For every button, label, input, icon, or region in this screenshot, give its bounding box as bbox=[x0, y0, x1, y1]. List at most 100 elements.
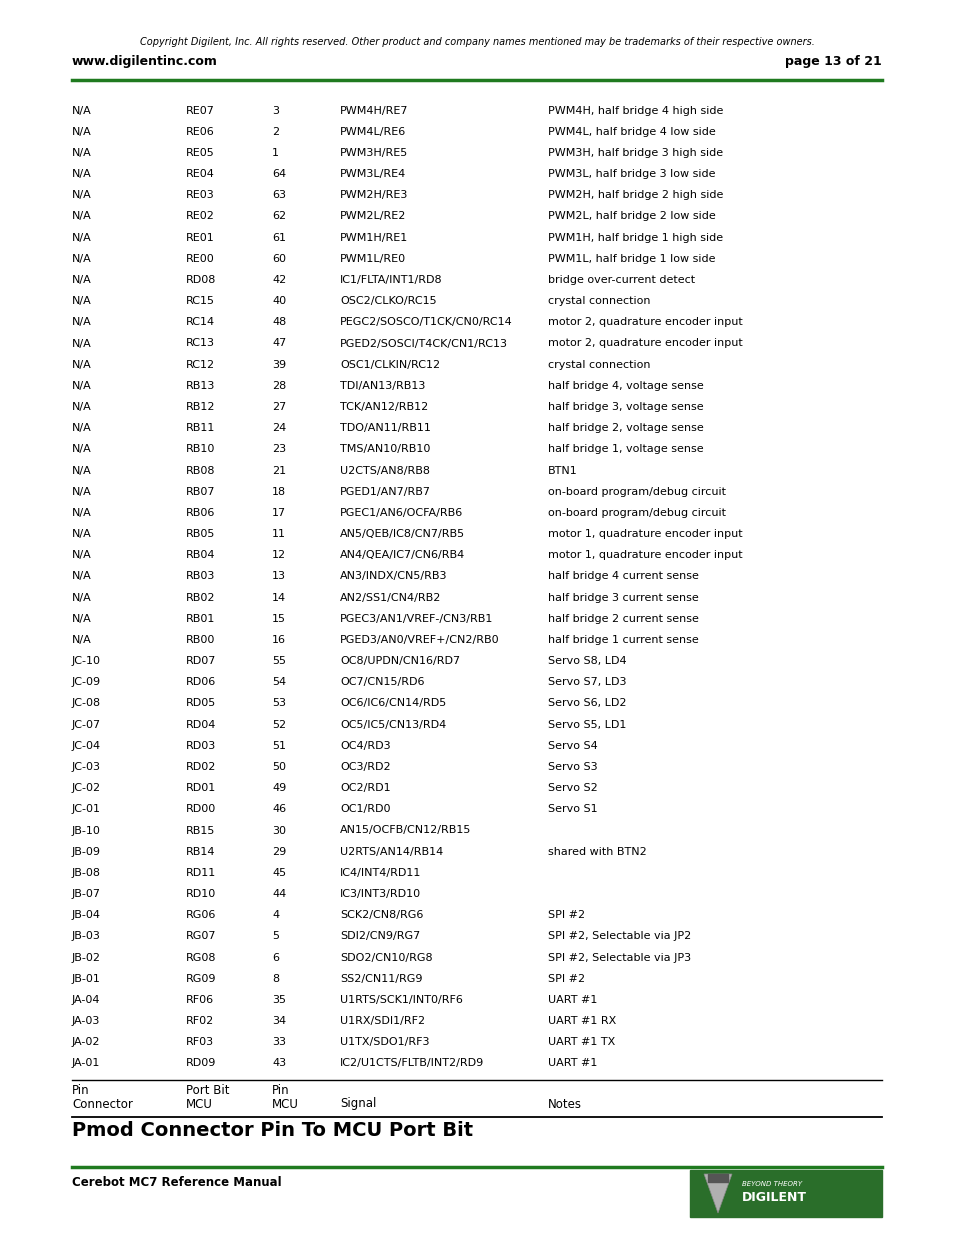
Text: JA-03: JA-03 bbox=[71, 1016, 100, 1026]
Text: JA-04: JA-04 bbox=[71, 995, 100, 1005]
Text: 29: 29 bbox=[272, 847, 286, 857]
Text: RC12: RC12 bbox=[186, 359, 214, 369]
Text: SPI #2: SPI #2 bbox=[547, 973, 584, 984]
Text: RB05: RB05 bbox=[186, 529, 215, 538]
Text: RC14: RC14 bbox=[186, 317, 214, 327]
Text: RD06: RD06 bbox=[186, 677, 216, 688]
Text: 4: 4 bbox=[272, 910, 279, 920]
Text: PWM3H/RE5: PWM3H/RE5 bbox=[339, 148, 408, 158]
Text: 40: 40 bbox=[272, 296, 286, 306]
Text: OC2/RD1: OC2/RD1 bbox=[339, 783, 390, 793]
Text: JB-01: JB-01 bbox=[71, 973, 101, 984]
Text: Pmod Connector Pin To MCU Port Bit: Pmod Connector Pin To MCU Port Bit bbox=[71, 1120, 473, 1140]
Text: RG06: RG06 bbox=[186, 910, 216, 920]
Text: 6: 6 bbox=[272, 952, 278, 962]
Text: PWM1H, half bridge 1 high side: PWM1H, half bridge 1 high side bbox=[547, 232, 722, 242]
Text: crystal connection: crystal connection bbox=[547, 359, 650, 369]
Text: JC-08: JC-08 bbox=[71, 699, 101, 709]
Text: MCU: MCU bbox=[272, 1098, 298, 1110]
Text: motor 2, quadrature encoder input: motor 2, quadrature encoder input bbox=[547, 338, 742, 348]
Text: TDI/AN13/RB13: TDI/AN13/RB13 bbox=[339, 380, 425, 390]
Text: N/A: N/A bbox=[71, 275, 91, 285]
Text: N/A: N/A bbox=[71, 551, 91, 561]
Text: RF06: RF06 bbox=[186, 995, 213, 1005]
Text: Servo S1: Servo S1 bbox=[547, 804, 597, 814]
Text: U1TX/SDO1/RF3: U1TX/SDO1/RF3 bbox=[339, 1037, 429, 1047]
Text: 12: 12 bbox=[272, 551, 286, 561]
Text: RB04: RB04 bbox=[186, 551, 215, 561]
Text: AN3/INDX/CN5/RB3: AN3/INDX/CN5/RB3 bbox=[339, 572, 447, 582]
Text: Servo S4: Servo S4 bbox=[547, 741, 598, 751]
Text: MCU: MCU bbox=[186, 1098, 213, 1110]
Text: RD05: RD05 bbox=[186, 699, 216, 709]
Text: 16: 16 bbox=[272, 635, 286, 645]
Text: AN2/SS1/CN4/RB2: AN2/SS1/CN4/RB2 bbox=[339, 593, 441, 603]
Text: N/A: N/A bbox=[71, 296, 91, 306]
Text: PWM4H/RE7: PWM4H/RE7 bbox=[339, 105, 408, 116]
Text: N/A: N/A bbox=[71, 445, 91, 454]
Text: N/A: N/A bbox=[71, 508, 91, 517]
Text: 49: 49 bbox=[272, 783, 286, 793]
Text: N/A: N/A bbox=[71, 127, 91, 137]
Text: PWM3L/RE4: PWM3L/RE4 bbox=[339, 169, 406, 179]
Text: 45: 45 bbox=[272, 868, 286, 878]
Text: half bridge 3, voltage sense: half bridge 3, voltage sense bbox=[547, 403, 703, 412]
Text: 50: 50 bbox=[272, 762, 286, 772]
Polygon shape bbox=[703, 1174, 731, 1213]
Text: RD11: RD11 bbox=[186, 868, 216, 878]
Text: 43: 43 bbox=[272, 1058, 286, 1068]
Text: RE00: RE00 bbox=[186, 254, 214, 264]
Text: half bridge 1 current sense: half bridge 1 current sense bbox=[547, 635, 698, 645]
Text: Copyright Digilent, Inc. All rights reserved. Other product and company names me: Copyright Digilent, Inc. All rights rese… bbox=[139, 37, 814, 47]
Text: RC13: RC13 bbox=[186, 338, 214, 348]
Text: BTN1: BTN1 bbox=[547, 466, 578, 475]
Text: N/A: N/A bbox=[71, 380, 91, 390]
Text: RE03: RE03 bbox=[186, 190, 214, 200]
Text: N/A: N/A bbox=[71, 254, 91, 264]
Text: 8: 8 bbox=[272, 973, 279, 984]
Text: RF02: RF02 bbox=[186, 1016, 214, 1026]
Text: JC-01: JC-01 bbox=[71, 804, 101, 814]
Text: N/A: N/A bbox=[71, 232, 91, 242]
Text: RB12: RB12 bbox=[186, 403, 215, 412]
Text: JC-04: JC-04 bbox=[71, 741, 101, 751]
Text: JC-09: JC-09 bbox=[71, 677, 101, 688]
Text: RB07: RB07 bbox=[186, 487, 215, 496]
Text: JA-02: JA-02 bbox=[71, 1037, 100, 1047]
Text: 30: 30 bbox=[272, 825, 286, 836]
Text: Servo S8, LD4: Servo S8, LD4 bbox=[547, 656, 626, 666]
Text: UART #1: UART #1 bbox=[547, 1058, 597, 1068]
Text: PWM1L/RE0: PWM1L/RE0 bbox=[339, 254, 406, 264]
Text: half bridge 1, voltage sense: half bridge 1, voltage sense bbox=[547, 445, 703, 454]
Text: PGED3/AN0/VREF+/CN2/RB0: PGED3/AN0/VREF+/CN2/RB0 bbox=[339, 635, 499, 645]
Text: 61: 61 bbox=[272, 232, 286, 242]
Text: UART #1: UART #1 bbox=[547, 995, 597, 1005]
Text: Servo S6, LD2: Servo S6, LD2 bbox=[547, 699, 626, 709]
Text: PWM2L/RE2: PWM2L/RE2 bbox=[339, 211, 406, 221]
Text: JB-10: JB-10 bbox=[71, 825, 101, 836]
Text: JB-03: JB-03 bbox=[71, 931, 101, 941]
Bar bbox=[707, 1174, 727, 1182]
Text: PGED2/SOSCI/T4CK/CN1/RC13: PGED2/SOSCI/T4CK/CN1/RC13 bbox=[339, 338, 507, 348]
Text: RE01: RE01 bbox=[186, 232, 214, 242]
Text: N/A: N/A bbox=[71, 466, 91, 475]
Text: RD10: RD10 bbox=[186, 889, 216, 899]
Text: PGEC1/AN6/OCFA/RB6: PGEC1/AN6/OCFA/RB6 bbox=[339, 508, 463, 517]
Text: JA-01: JA-01 bbox=[71, 1058, 100, 1068]
Text: TMS/AN10/RB10: TMS/AN10/RB10 bbox=[339, 445, 430, 454]
Text: 2: 2 bbox=[272, 127, 279, 137]
Text: half bridge 3 current sense: half bridge 3 current sense bbox=[547, 593, 698, 603]
Text: JC-07: JC-07 bbox=[71, 720, 101, 730]
Text: RC15: RC15 bbox=[186, 296, 214, 306]
Text: RB11: RB11 bbox=[186, 424, 215, 433]
Text: JC-10: JC-10 bbox=[71, 656, 101, 666]
Text: 48: 48 bbox=[272, 317, 286, 327]
Text: OC1/RD0: OC1/RD0 bbox=[339, 804, 390, 814]
Text: crystal connection: crystal connection bbox=[547, 296, 650, 306]
Text: PWM1H/RE1: PWM1H/RE1 bbox=[339, 232, 408, 242]
Text: N/A: N/A bbox=[71, 593, 91, 603]
Text: OC3/RD2: OC3/RD2 bbox=[339, 762, 390, 772]
Text: PWM1L, half bridge 1 low side: PWM1L, half bridge 1 low side bbox=[547, 254, 715, 264]
Text: N/A: N/A bbox=[71, 317, 91, 327]
Text: PWM4L, half bridge 4 low side: PWM4L, half bridge 4 low side bbox=[547, 127, 715, 137]
